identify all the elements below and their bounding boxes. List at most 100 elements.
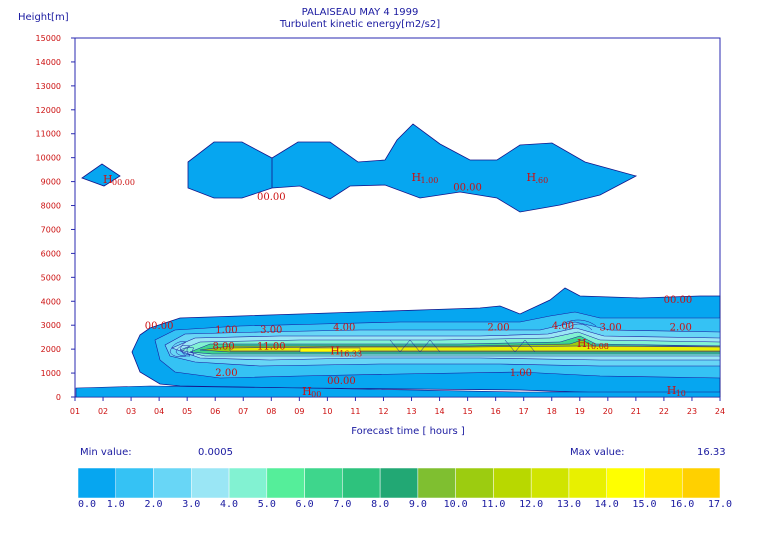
legend-swatch [417, 467, 456, 499]
maximum-marker: H [412, 171, 422, 184]
upper-blob-left [81, 163, 121, 187]
contour-label: 00.00 [257, 192, 286, 203]
x-tick-label: 12 [378, 407, 388, 416]
y-tick-labels: 0 1000 2000 3000 4000 5000 6000 7000 8000 9000 100… [36, 34, 75, 402]
contour-label: 8.00 [212, 342, 234, 353]
maximum-marker: H [330, 344, 340, 357]
legend-label: 11.0 [481, 499, 505, 510]
legend-label: 1.0 [107, 499, 125, 510]
legend-label: 6.0 [296, 499, 314, 510]
y-tick-label: 0 [56, 393, 61, 402]
legend-swatch [342, 467, 381, 499]
x-tick-label: 22 [659, 407, 669, 416]
chart-title: PALAISEAU MAY 4 1999 [302, 7, 419, 18]
y-tick-label: 8000 [41, 202, 61, 211]
legend-swatch [681, 467, 721, 499]
y-tick-label: 13000 [36, 82, 61, 91]
x-tick-label: 09 [294, 407, 304, 416]
legend-label: 2.0 [144, 499, 162, 510]
x-tick-label: 05 [182, 407, 192, 416]
x-tick-label: 20 [603, 407, 613, 416]
x-tick-label: 16 [491, 407, 501, 416]
maximum-value: 00.00 [112, 178, 135, 187]
contour-label: 11.00 [257, 342, 286, 353]
x-tick-label: 06 [210, 407, 220, 416]
x-tick-label: 15 [463, 407, 473, 416]
legend-swatch [455, 467, 494, 499]
x-tick-label: 23 [687, 407, 697, 416]
y-tick-label: 2000 [41, 345, 61, 354]
y-tick-label: 5000 [41, 273, 61, 282]
x-tick-label: 19 [575, 407, 585, 416]
x-tick-label: 18 [547, 407, 557, 416]
y-tick-label: 10000 [36, 154, 61, 163]
legend-label: 5.0 [258, 499, 276, 510]
legend-swatch [191, 467, 230, 499]
legend-label: 17.0 [708, 499, 732, 510]
min-value: 0.0005 [198, 447, 233, 458]
contour-label: 00.00 [453, 182, 482, 193]
x-tick-label: 08 [266, 407, 276, 416]
maximum-marker: H [302, 385, 312, 398]
contour-label: 2.00 [215, 368, 237, 379]
contour-label: 4.00 [552, 321, 574, 332]
x-tick-label: 24 [715, 407, 725, 416]
contour-labels: 00.00 1.00 3.00 8.00 11.00 4.00 2.00 00.00 2.00 4… [145, 182, 692, 387]
x-tick-label: 11 [350, 407, 360, 416]
bl-isolines [169, 319, 597, 358]
legend-label: 13.0 [557, 499, 581, 510]
contour-label: 00.00 [327, 376, 356, 387]
legend-label: 0.0 [78, 499, 96, 510]
x-tick-label: 02 [98, 407, 108, 416]
maximum-value: 1.00 [421, 176, 439, 185]
contour-label: 3.00 [599, 322, 621, 333]
x-tick-labels: 01 02 03 04 05 06 07 08 09 10 11 12 13 14 15 16 17 18 19 20… [70, 397, 725, 416]
legend-swatch [606, 467, 645, 499]
legend-label: 8.0 [371, 499, 389, 510]
legend-label: 10.0 [444, 499, 468, 510]
maximum-marker: H [577, 337, 587, 350]
contour-label: 4.00 [333, 322, 355, 333]
y-tick-label: 7000 [41, 225, 61, 234]
contour-label: 1.00 [510, 368, 532, 379]
legend-label: 16.0 [670, 499, 694, 510]
y-tick-label: 6000 [41, 249, 61, 258]
contour-fields [75, 123, 721, 398]
legend-label: 7.0 [333, 499, 351, 510]
y-tick-label: 9000 [41, 178, 61, 187]
x-tick-label: 04 [154, 407, 164, 416]
surface-strip [75, 385, 721, 398]
legend-label: 4.0 [220, 499, 238, 510]
contour-label: 2.00 [670, 322, 692, 333]
legend-label: 3.0 [182, 499, 200, 510]
legend-swatch [379, 467, 419, 499]
x-tick-label: 17 [519, 407, 529, 416]
y-tick-label: 1000 [41, 369, 61, 378]
max-value: 16.33 [697, 447, 726, 458]
max-value-label: Max value: [570, 447, 625, 458]
legend-swatch [266, 467, 305, 499]
y-tick-label: 15000 [36, 34, 61, 43]
legend-swatch [153, 467, 192, 499]
chart-subtitle: Turbulent kinetic energy[m2/s2] [279, 19, 440, 30]
legend-label: 12.0 [519, 499, 543, 510]
maximum-marker: H [667, 384, 677, 397]
x-tick-label: 14 [434, 407, 444, 416]
y-axis-label: Height[m] [18, 12, 69, 23]
contour-label: 00.00 [664, 295, 693, 306]
y-tick-label: 3000 [41, 321, 61, 330]
y-tick-label: 12000 [36, 106, 61, 115]
maximum-marker: H [103, 173, 113, 186]
x-tick-label: 13 [406, 407, 416, 416]
x-tick-label: 21 [631, 407, 641, 416]
contour-label: 00.00 [145, 321, 174, 332]
contour-label: 3.00 [260, 325, 282, 336]
legend-swatch [644, 467, 683, 499]
legend-swatch [77, 467, 117, 499]
x-tick-label: 10 [322, 407, 332, 416]
maximum-marker: H [527, 171, 537, 184]
legend-swatch [115, 467, 154, 499]
upper-blob-main [187, 123, 638, 213]
x-tick-label: 07 [238, 407, 248, 416]
maximum-value: 10 [676, 389, 686, 398]
